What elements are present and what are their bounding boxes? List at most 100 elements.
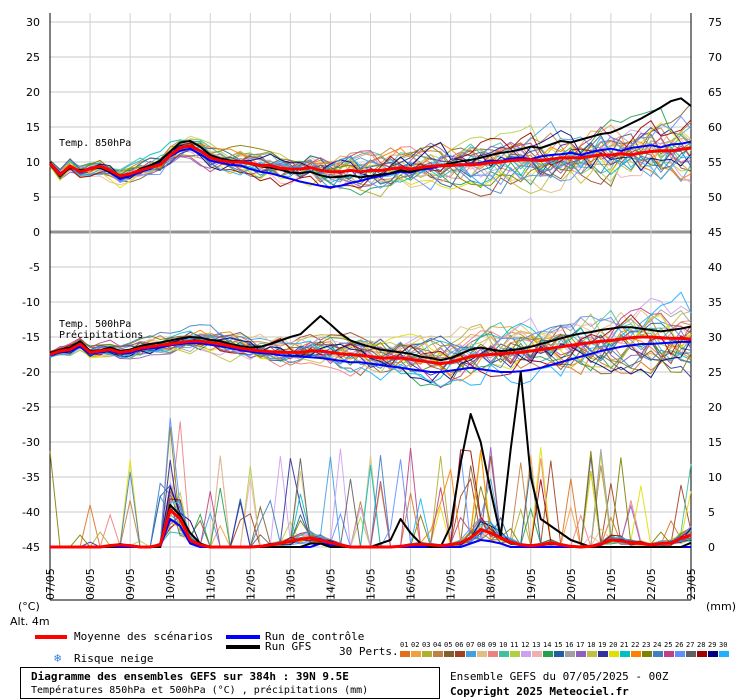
pert-number-01: 01 [400, 641, 409, 649]
right-tick-label: 60 [708, 121, 722, 134]
left-tick-label: 10 [26, 156, 40, 169]
legend-gfs-label: Run GFS [265, 640, 312, 653]
pert-swatch-20 [609, 651, 619, 657]
pert-swatch-10 [499, 651, 509, 657]
snowflake-icon: ❄ [54, 651, 62, 665]
series-t500-run-gfs [49, 315, 692, 362]
left-tick-label: 5 [33, 191, 40, 204]
pert-number-30: 30 [719, 641, 728, 649]
footer-subtitle: Températures 850hPa et 500hPa (°C) , pré… [31, 685, 369, 696]
left-tick-label: 30 [26, 16, 40, 29]
pert-swatch-12 [521, 651, 531, 657]
x-tick-label: 08/05 [84, 568, 97, 600]
x-tick-label: 09/05 [124, 568, 137, 600]
pert-swatch-25 [664, 651, 674, 657]
pert-swatch-14 [543, 651, 553, 657]
pert-swatch-27 [686, 651, 696, 657]
left-tick-label: -25 [22, 401, 40, 414]
pert-number-28: 28 [697, 641, 706, 649]
x-tick-label: 10/05 [164, 568, 177, 600]
x-tick-label: 07/05 [44, 568, 57, 600]
right-tick-label: 55 [708, 156, 722, 169]
left-tick-label: 15 [26, 121, 40, 134]
perturbation-23-t500 [49, 333, 692, 375]
series-t850-run-gfs [49, 97, 692, 179]
left-tick-label: -5 [29, 261, 40, 274]
altitude-label: Alt. 4m [10, 615, 50, 628]
pert-swatch-17 [576, 651, 586, 657]
main-series [48, 97, 692, 549]
pert-number-20: 20 [609, 641, 618, 649]
pert-number-21: 21 [620, 641, 629, 649]
x-tick-label: 23/05 [685, 568, 698, 600]
pert-number-23: 23 [642, 641, 651, 649]
pert-swatch-09 [488, 651, 498, 657]
pert-number-25: 25 [664, 641, 673, 649]
pert-swatch-21 [620, 651, 630, 657]
left-tick-label: -40 [22, 506, 40, 519]
right-tick-label: 35 [708, 296, 722, 309]
left-tick-label: -10 [22, 296, 40, 309]
perturbation-11-t850 [49, 124, 692, 183]
pert-number-18: 18 [587, 641, 596, 649]
right-tick-label: 0 [708, 541, 715, 554]
pert-swatch-15 [554, 651, 564, 657]
right-tick-label: 65 [708, 86, 722, 99]
right-tick-label: 20 [708, 401, 722, 414]
left-tick-label: -20 [22, 366, 40, 379]
pert-number-24: 24 [653, 641, 662, 649]
pert-swatch-02 [411, 651, 421, 657]
series-precip-moyenne-des-sc-narios [50, 508, 692, 549]
legend-control-swatch [226, 635, 260, 639]
right-tick-label: 70 [708, 51, 722, 64]
x-tick-label: 18/05 [485, 568, 498, 600]
pert-number-04: 04 [433, 641, 442, 649]
footer-title: Diagramme des ensembles GEFS sur 384h : … [31, 670, 349, 683]
pert-swatch-11 [510, 651, 520, 657]
series-t850-moyenne-des-sc-narios [48, 144, 692, 178]
right-tick-label: 50 [708, 191, 722, 204]
pert-swatch-29 [708, 651, 718, 657]
x-tick-label: 13/05 [284, 568, 297, 600]
pert-number-19: 19 [598, 641, 607, 649]
pert-swatch-05 [444, 651, 454, 657]
right-tick-label: 25 [708, 366, 722, 379]
left-tick-label: -45 [22, 541, 40, 554]
x-unit-label: (°C) [18, 600, 40, 613]
pert-number-16: 16 [565, 641, 574, 649]
pert-number-17: 17 [576, 641, 585, 649]
pert-swatch-13 [532, 651, 542, 657]
right-tick-label: 40 [708, 261, 722, 274]
pert-swatch-22 [631, 651, 641, 657]
pert-number-03: 03 [422, 641, 431, 649]
legend-mean-swatch [35, 635, 67, 639]
x-tick-label: 19/05 [525, 568, 538, 600]
perturbation-legend: 01 02 03 04 05 06 07 08 09 10 11 12 13 14 15 16 17 18 19 20… [400, 641, 730, 663]
pert-swatch-23 [642, 651, 652, 657]
pert-number-13: 13 [532, 641, 541, 649]
pert-swatch-03 [422, 651, 432, 657]
precip-panel-label: Précipitations [59, 329, 143, 341]
x-tick-label: 22/05 [645, 568, 658, 600]
right-tick-label: 15 [708, 436, 722, 449]
legend-control-label: Run de contrôle [265, 630, 365, 643]
pert-swatch-28 [697, 651, 707, 657]
right-axis-unit: (mm) [706, 600, 736, 613]
pert-swatch-18 [587, 651, 597, 657]
left-tick-label: 0 [33, 226, 40, 239]
left-tick-label: 25 [26, 51, 40, 64]
series-t500-moyenne-des-sc-narios [49, 335, 692, 366]
pert-swatch-04 [433, 651, 443, 657]
pert-number-08: 08 [477, 641, 486, 649]
pert-swatch-24 [653, 651, 663, 657]
pert-swatch-06 [455, 651, 465, 657]
right-tick-label: 75 [708, 16, 722, 29]
legend-gfs-swatch [226, 645, 260, 649]
left-tick-label: -15 [22, 331, 40, 344]
pert-swatch-19 [598, 651, 608, 657]
pert-number-12: 12 [521, 641, 530, 649]
x-tick-label: 16/05 [405, 568, 418, 600]
x-tick-label: 11/05 [204, 568, 217, 600]
